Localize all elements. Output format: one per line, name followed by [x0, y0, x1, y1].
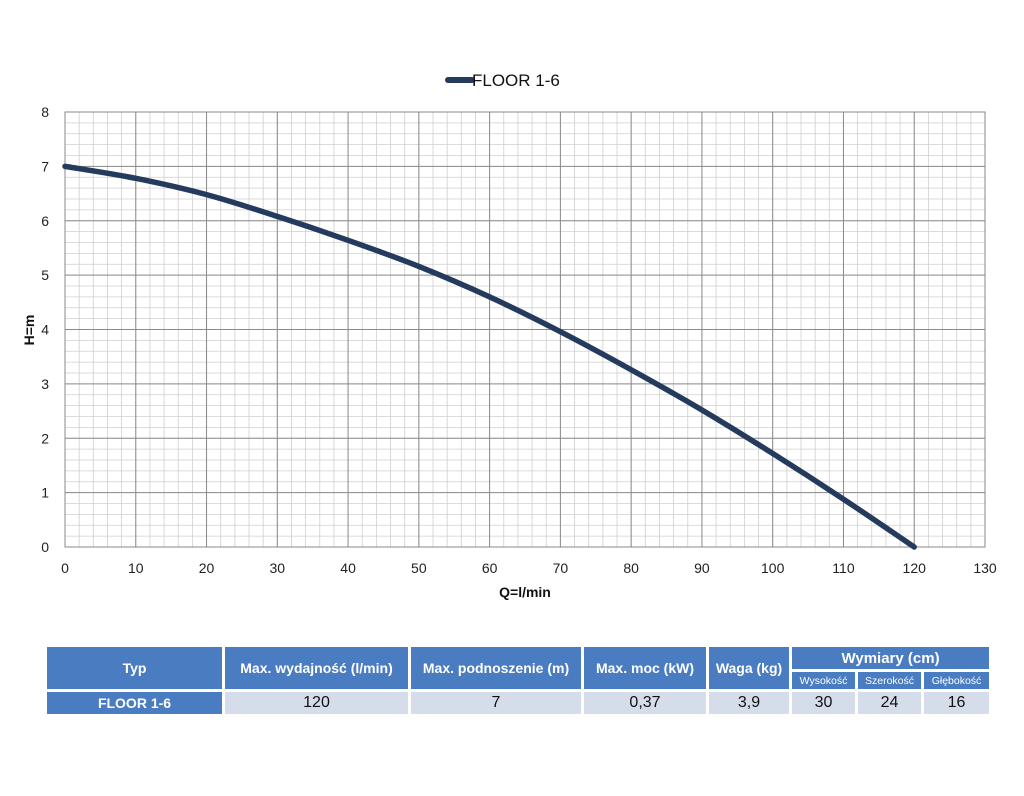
- x-tick-label: 60: [482, 560, 498, 576]
- table-row: FLOOR 1-6 120 7 0,37 3,9 30 24 16: [47, 692, 990, 714]
- y-tick-labels: 0 1 2 3 4 5 6 7 8: [41, 104, 49, 555]
- cell-width: 24: [858, 692, 921, 714]
- x-tick-label: 80: [623, 560, 639, 576]
- y-tick-label: 7: [41, 158, 49, 174]
- series-line-floor-1-6: [62, 163, 917, 550]
- y-axis-label: H=m: [21, 315, 37, 346]
- y-tick-label: 0: [41, 539, 49, 555]
- header-width: Szerokość: [858, 672, 921, 689]
- plot-frame: [64, 111, 986, 548]
- x-tick-label: 70: [553, 560, 569, 576]
- legend-entry-floor-1-6: FLOOR 1-6: [472, 71, 560, 90]
- y-tick-label: 1: [41, 485, 49, 501]
- x-tick-label: 30: [270, 560, 286, 576]
- header-depth: Głębokość: [924, 672, 990, 689]
- header-height: Wysokość: [792, 672, 855, 689]
- cell-weight: 3,9: [709, 692, 789, 714]
- table-header-row: Typ Max. wydajność (l/min) Max. podnosze…: [47, 647, 990, 689]
- y-tick-label: 6: [41, 213, 49, 229]
- cell-max-head: 7: [411, 692, 581, 714]
- header-max-head: Max. podnoszenie (m): [411, 647, 581, 689]
- y-tick-label: 5: [41, 267, 49, 283]
- y-tick-label: 2: [41, 430, 49, 446]
- x-tick-label: 110: [832, 560, 855, 576]
- cell-typ: FLOOR 1-6: [47, 692, 222, 714]
- x-tick-label: 100: [761, 560, 785, 576]
- x-tick-label: 50: [411, 560, 427, 576]
- header-max-power: Max. moc (kW): [584, 647, 706, 689]
- header-weight: Waga (kg): [709, 647, 789, 689]
- cell-height: 30: [792, 692, 855, 714]
- cell-max-flow: 120: [225, 692, 408, 714]
- table-subheader-row: Wysokość Szerokość Głębokość: [47, 672, 990, 689]
- x-tick-label: 120: [903, 560, 927, 576]
- cell-max-power: 0,37: [584, 692, 706, 714]
- x-tick-labels: 0 10 20 30 40 50 60 70 80 90 100 110 120 130: [61, 560, 997, 576]
- performance-chart: 0 10 20 30 40 50 60 70 80 90 100 110 120 130 0 1 2 3 4 5 6 7…: [21, 71, 997, 600]
- y-tick-label: 8: [41, 104, 49, 120]
- x-tick-label: 10: [128, 560, 144, 576]
- header-max-flow: Max. wydajność (l/min): [225, 647, 408, 689]
- x-tick-label: 20: [199, 560, 215, 576]
- series-layer: [62, 163, 917, 550]
- x-axis-label: Q=l/min: [499, 584, 551, 600]
- x-tick-label: 90: [694, 560, 710, 576]
- y-tick-label: 4: [41, 322, 49, 338]
- header-dimensions: Wymiary (cm): [792, 647, 990, 669]
- spec-table: Typ Max. wydajność (l/min) Max. podnosze…: [44, 644, 992, 717]
- x-tick-label: 0: [61, 560, 69, 576]
- x-tick-label: 130: [973, 560, 997, 576]
- y-tick-label: 3: [41, 376, 49, 392]
- x-tick-label: 40: [340, 560, 356, 576]
- legend: FLOOR 1-6: [445, 71, 560, 90]
- cell-depth: 16: [924, 692, 990, 714]
- header-typ: Typ: [47, 647, 222, 689]
